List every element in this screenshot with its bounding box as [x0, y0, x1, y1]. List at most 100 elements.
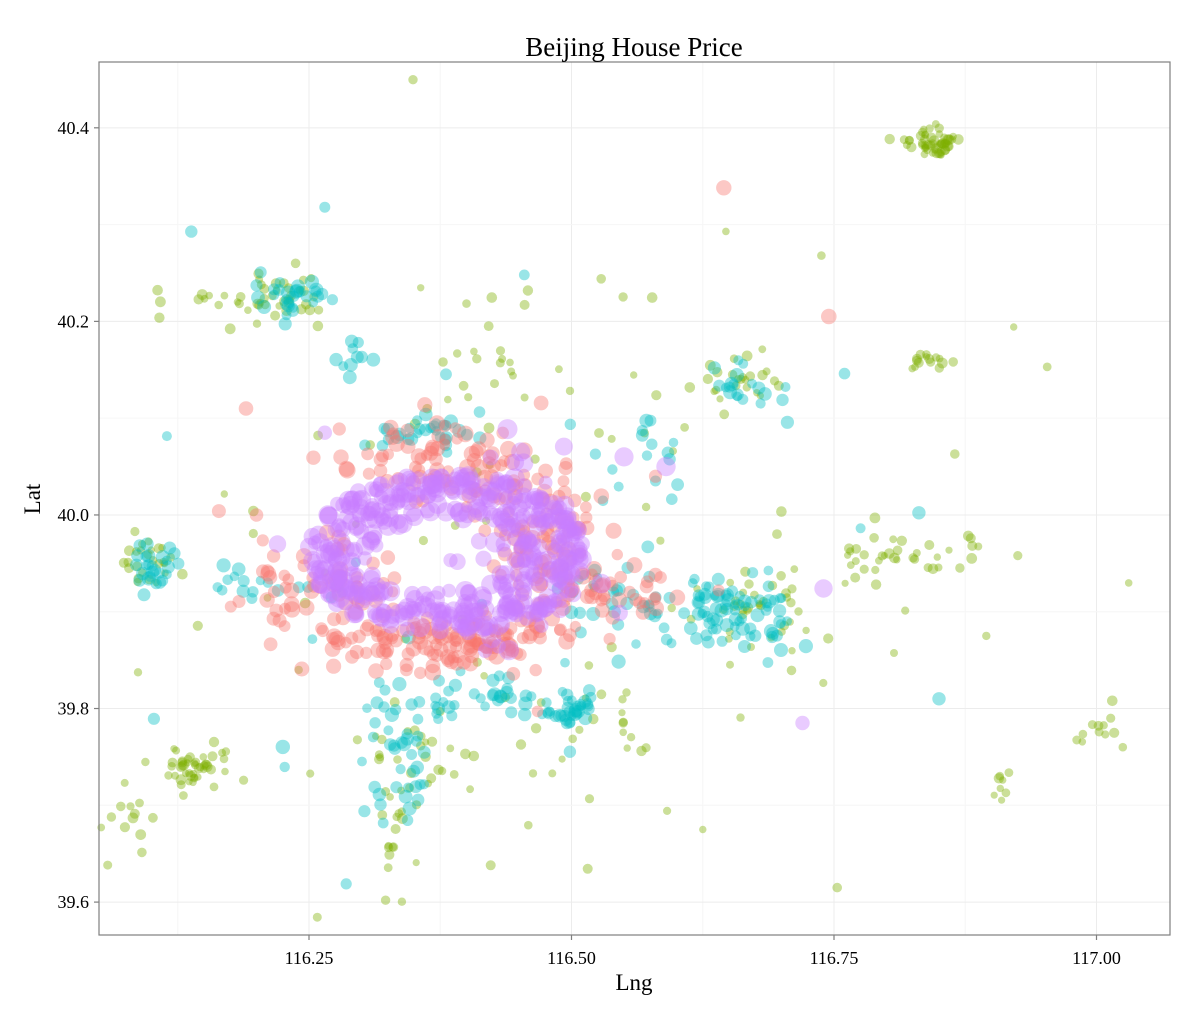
data-point-green	[802, 626, 810, 635]
data-point-red	[266, 611, 281, 626]
data-point-teal	[431, 701, 446, 716]
data-point-teal	[274, 277, 286, 288]
data-point-purple	[393, 514, 413, 534]
data-point-purple	[331, 518, 347, 533]
data-point-red	[424, 441, 440, 457]
data-point-green	[931, 143, 942, 154]
data-point-green	[118, 557, 129, 568]
data-point-purple	[312, 567, 332, 586]
data-point-red	[333, 449, 349, 465]
data-point-green	[153, 543, 164, 554]
data-point-purple	[538, 588, 558, 608]
data-point-green	[921, 143, 929, 151]
data-point-teal	[401, 728, 413, 740]
data-point-purple	[320, 547, 337, 564]
data-point-red	[639, 579, 654, 594]
data-point-red	[381, 647, 393, 659]
data-point-red	[478, 638, 494, 654]
data-point-purple	[524, 491, 544, 510]
data-point-green	[699, 825, 707, 834]
data-point-teal	[678, 607, 690, 620]
data-point-purple	[498, 584, 514, 600]
data-point-teal	[713, 379, 726, 392]
data-point-red	[366, 556, 380, 570]
data-point-red	[635, 605, 651, 620]
data-point-green	[1087, 720, 1097, 730]
data-point-teal	[776, 593, 787, 603]
data-point-red	[555, 592, 571, 608]
data-point-purple	[473, 602, 489, 617]
data-point-teal	[752, 381, 766, 395]
data-point-teal	[156, 574, 169, 587]
data-point-green	[234, 299, 244, 309]
data-point-green	[704, 359, 716, 371]
data-point-teal	[288, 290, 300, 302]
data-point-red	[498, 455, 511, 467]
data-point-teal	[271, 584, 285, 597]
data-point-purple	[522, 506, 541, 525]
data-point-purple	[328, 552, 343, 567]
data-point-purple	[549, 559, 569, 579]
data-point-purple	[498, 594, 516, 612]
data-point-purple	[355, 536, 375, 556]
data-point-red	[472, 616, 486, 629]
data-point-green	[133, 668, 143, 677]
data-point-red	[485, 446, 500, 461]
data-point-green	[397, 807, 406, 816]
data-point-purple	[498, 518, 517, 537]
data-point-purple	[478, 615, 499, 636]
data-point-purple	[380, 609, 400, 629]
data-point-red	[510, 600, 526, 615]
data-point-green	[904, 136, 914, 145]
data-point-green	[220, 291, 229, 300]
data-point-purple	[318, 505, 338, 525]
data-point-green	[823, 633, 834, 644]
data-point-purple	[491, 565, 511, 584]
data-point-red	[334, 575, 348, 589]
x-tick-label: 116.50	[547, 948, 596, 968]
data-point-red	[438, 438, 451, 451]
data-point-teal	[567, 587, 579, 599]
data-point-green	[152, 578, 160, 587]
data-point-teal	[755, 398, 766, 409]
data-point-teal	[798, 639, 814, 654]
data-point-teal	[729, 368, 745, 383]
data-point-teal	[137, 588, 151, 602]
data-point-purple	[423, 477, 443, 498]
data-point-teal	[389, 703, 402, 716]
data-point-red	[557, 475, 570, 487]
data-point-purple	[399, 492, 418, 511]
data-point-teal	[441, 446, 453, 458]
data-point-purple	[531, 490, 551, 510]
data-point-green	[495, 358, 505, 368]
data-point-red	[479, 432, 495, 448]
data-point-green	[767, 580, 778, 591]
data-point-green	[753, 389, 761, 397]
data-point-teal	[355, 350, 368, 364]
data-point-teal	[731, 388, 744, 401]
data-point-teal	[403, 782, 414, 793]
data-point-teal	[855, 523, 866, 534]
data-point-green	[921, 141, 929, 150]
data-point-green	[485, 461, 494, 469]
data-point-red	[278, 569, 291, 582]
data-point-purple	[473, 589, 493, 608]
data-point-red	[633, 596, 647, 610]
data-point-green	[252, 298, 263, 309]
data-point-red	[407, 616, 421, 630]
data-point-green	[314, 305, 324, 315]
data-point-teal	[720, 588, 734, 602]
data-point-purple	[303, 551, 323, 571]
data-point-purple	[310, 559, 330, 579]
data-point-red	[506, 667, 521, 681]
data-point-purple	[476, 620, 493, 636]
data-point-green	[135, 829, 147, 840]
data-point-purple	[446, 471, 464, 489]
data-point-red	[399, 657, 414, 673]
data-point-purple	[422, 474, 443, 495]
data-point-green	[667, 603, 676, 613]
data-point-green	[636, 745, 647, 757]
data-point-purple	[371, 606, 390, 626]
data-point-purple	[399, 621, 415, 638]
data-point-green	[136, 546, 145, 555]
